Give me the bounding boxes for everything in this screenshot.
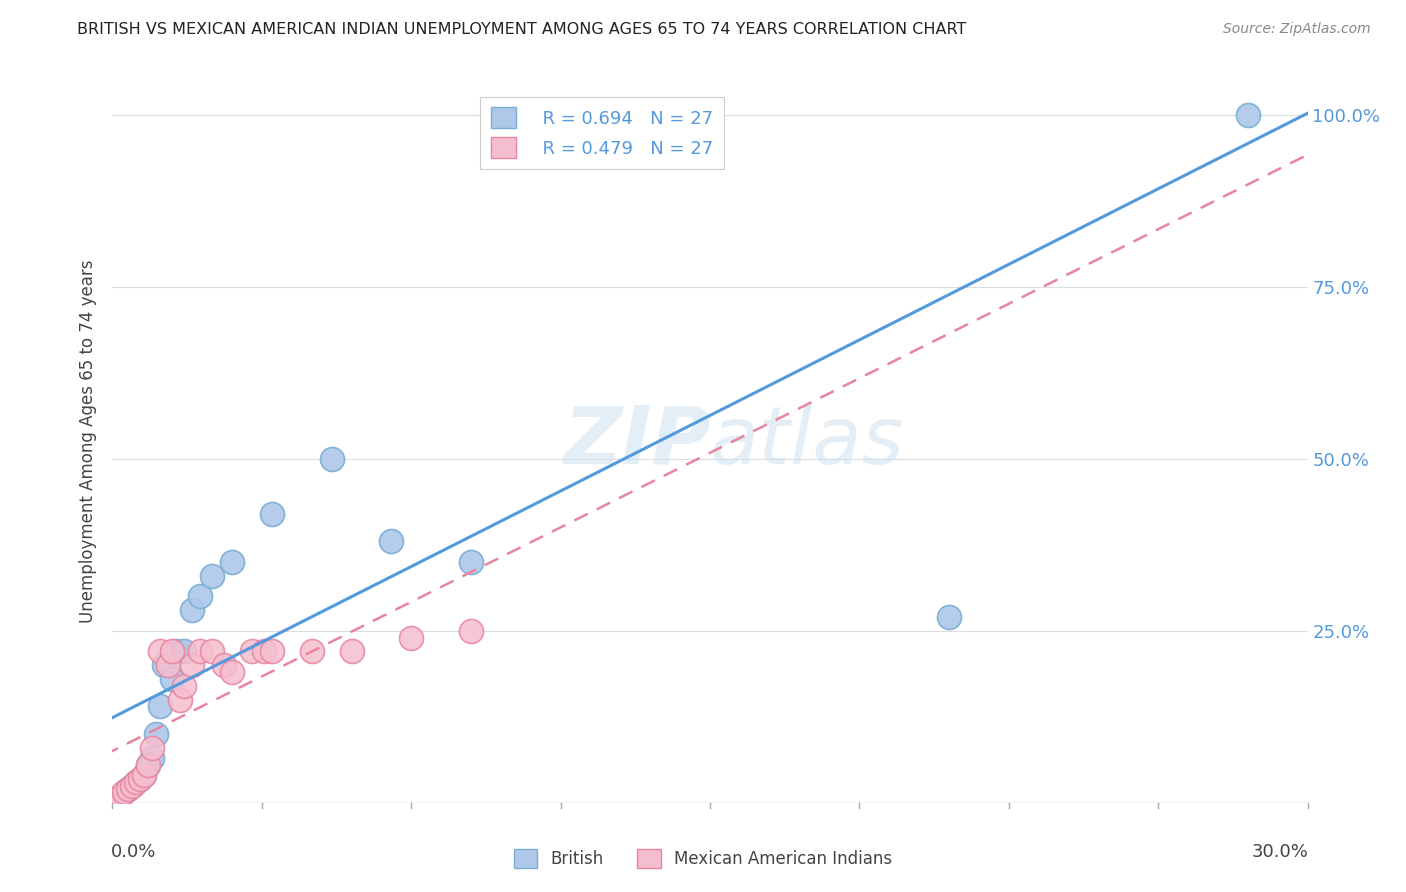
- Point: [380, 534, 402, 549]
- Point: [938, 610, 960, 624]
- Point: [201, 568, 224, 582]
- Legend:   R = 0.694   N = 27,   R = 0.479   N = 27: R = 0.694 N = 27, R = 0.479 N = 27: [479, 96, 724, 169]
- Legend: British, Mexican American Indians: British, Mexican American Indians: [508, 842, 898, 875]
- Text: 0.0%: 0.0%: [111, 843, 156, 861]
- Point: [117, 782, 139, 797]
- Point: [105, 792, 128, 806]
- Point: [162, 644, 183, 658]
- Text: 30.0%: 30.0%: [1251, 843, 1309, 861]
- Text: Source: ZipAtlas.com: Source: ZipAtlas.com: [1223, 22, 1371, 37]
- Text: atlas: atlas: [710, 402, 905, 481]
- Point: [110, 789, 132, 803]
- Point: [134, 768, 156, 782]
- Point: [129, 772, 152, 786]
- Point: [145, 727, 167, 741]
- Point: [460, 624, 482, 638]
- Point: [141, 740, 163, 755]
- Point: [157, 658, 180, 673]
- Point: [221, 555, 243, 569]
- Point: [173, 679, 195, 693]
- Point: [260, 644, 283, 658]
- Point: [125, 775, 148, 789]
- Y-axis label: Unemployment Among Ages 65 to 74 years: Unemployment Among Ages 65 to 74 years: [79, 260, 97, 624]
- Point: [149, 699, 172, 714]
- Point: [141, 751, 163, 765]
- Point: [121, 779, 143, 793]
- Point: [129, 772, 152, 786]
- Point: [401, 631, 423, 645]
- Point: [301, 644, 323, 658]
- Point: [181, 658, 204, 673]
- Point: [114, 785, 135, 799]
- Point: [520, 108, 543, 122]
- Point: [138, 758, 160, 772]
- Point: [105, 792, 128, 806]
- Point: [173, 644, 195, 658]
- Point: [460, 555, 482, 569]
- Text: ZIP: ZIP: [562, 402, 710, 481]
- Point: [165, 644, 187, 658]
- Point: [181, 603, 204, 617]
- Point: [138, 758, 160, 772]
- Point: [121, 779, 143, 793]
- Point: [212, 658, 235, 673]
- Point: [188, 590, 211, 604]
- Point: [340, 644, 363, 658]
- Point: [321, 451, 343, 466]
- Point: [240, 644, 263, 658]
- Point: [117, 782, 139, 797]
- Point: [253, 644, 276, 658]
- Point: [201, 644, 224, 658]
- Point: [162, 672, 183, 686]
- Point: [134, 768, 156, 782]
- Point: [114, 785, 135, 799]
- Point: [221, 665, 243, 679]
- Point: [153, 658, 176, 673]
- Point: [125, 775, 148, 789]
- Point: [1237, 108, 1260, 122]
- Point: [169, 692, 191, 706]
- Text: BRITISH VS MEXICAN AMERICAN INDIAN UNEMPLOYMENT AMONG AGES 65 TO 74 YEARS CORREL: BRITISH VS MEXICAN AMERICAN INDIAN UNEMP…: [77, 22, 967, 37]
- Point: [110, 789, 132, 803]
- Point: [260, 507, 283, 521]
- Point: [188, 644, 211, 658]
- Point: [149, 644, 172, 658]
